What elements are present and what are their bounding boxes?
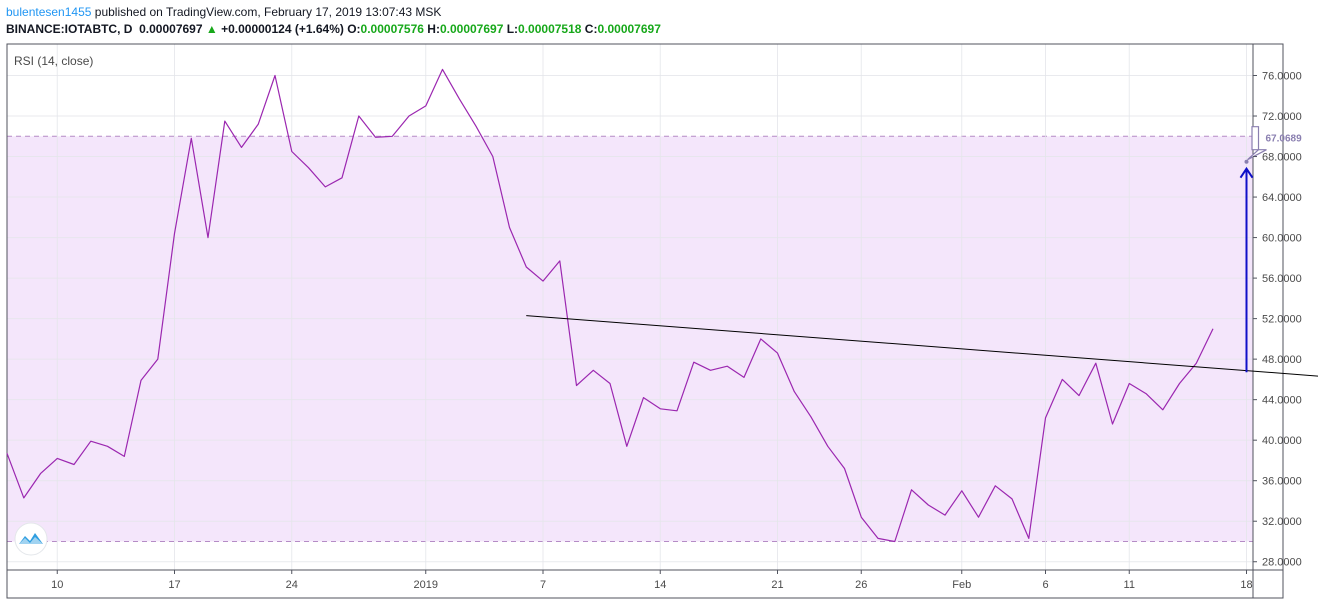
low-value: 0.00007518: [518, 22, 582, 36]
high-value: 0.00007697: [439, 22, 504, 36]
y-tick-label: 72.0000: [1262, 111, 1302, 123]
y-tick-label: 44.0000: [1262, 395, 1302, 407]
x-tick-label: 17: [168, 579, 180, 591]
open-value: 0.00007576: [360, 22, 424, 36]
y-tick-label: 36.0000: [1262, 476, 1302, 488]
open-label: O:: [347, 22, 361, 36]
close-value: 0.00007697: [597, 22, 661, 36]
y-tick-label: 32.0000: [1262, 516, 1302, 528]
x-tick-label: 11: [1124, 579, 1135, 591]
arrow-head: [1239, 166, 1254, 179]
close-label: C:: [584, 22, 598, 36]
y-tick-label: 48.0000: [1262, 354, 1302, 366]
chart-grid: [7, 44, 1253, 570]
last-price: 0.00007697: [139, 22, 203, 36]
username-link[interactable]: bulentesen1455: [6, 5, 92, 19]
y-tick-label: 28.0000: [1262, 557, 1302, 569]
y-tick-label: 60.0000: [1262, 233, 1302, 245]
x-tick-label: 18: [1240, 579, 1252, 591]
rsi-series: [6, 68, 1214, 543]
publish-info: bulentesen1455 published on TradingView.…: [6, 4, 441, 20]
y-tick-label: 68.0000: [1262, 152, 1302, 164]
y-tick-label: 64.0000: [1262, 192, 1302, 204]
outer-border: [6, 43, 1284, 599]
published-text: published on TradingView.com, February 1…: [94, 5, 442, 19]
x-tick-label: 7: [540, 579, 546, 591]
tradingview-logo-icon[interactable]: [14, 522, 48, 556]
symbol-info-bar: BINANCE:IOTABTC, D 0.00007697 ▲ +0.00000…: [6, 21, 661, 37]
x-tick-label: 21: [771, 579, 783, 591]
callout-anchor: [1244, 159, 1249, 164]
indicator-title: RSI (14, close): [14, 54, 93, 68]
y-tick-label: 56.0000: [1262, 273, 1302, 285]
y-tick-label: 76.0000: [1262, 71, 1302, 83]
high-label: H:: [427, 22, 440, 36]
x-tick-label: 6: [1042, 579, 1048, 591]
x-tick-label: Feb: [952, 579, 971, 591]
symbol-label: BINANCE:IOTABTC, D: [6, 22, 133, 36]
y-tick-label: 52.0000: [1262, 314, 1302, 326]
y-tick-label: 40.0000: [1262, 435, 1302, 447]
price-axis[interactable]: 76.0000 72.0000 68.0000 64.0000 60.0000 56.00…: [1253, 71, 1302, 569]
trend-line[interactable]: [526, 315, 1318, 377]
price-callout[interactable]: 67.0689: [1244, 126, 1303, 164]
up-arrow[interactable]: [1239, 166, 1254, 373]
time-axis[interactable]: 10 17 24 2019 7 14 21 26 Feb 6 11 18: [51, 570, 1253, 591]
low-label: L:: [506, 22, 519, 36]
x-tick-label: 14: [654, 579, 666, 591]
trend-line-segment: [526, 315, 1318, 377]
x-tick-label: 2019: [414, 579, 438, 591]
x-tick-label: 24: [286, 579, 298, 591]
x-tick-label: 10: [51, 579, 63, 591]
up-triangle-icon: ▲: [205, 22, 218, 36]
callout-label: 67.0689: [1266, 134, 1303, 145]
callout-box: [1247, 126, 1267, 161]
rsi-line: [6, 68, 1214, 543]
price-change: +0.00000124 (+1.64%): [221, 22, 344, 36]
x-tick-label: 26: [855, 579, 867, 591]
